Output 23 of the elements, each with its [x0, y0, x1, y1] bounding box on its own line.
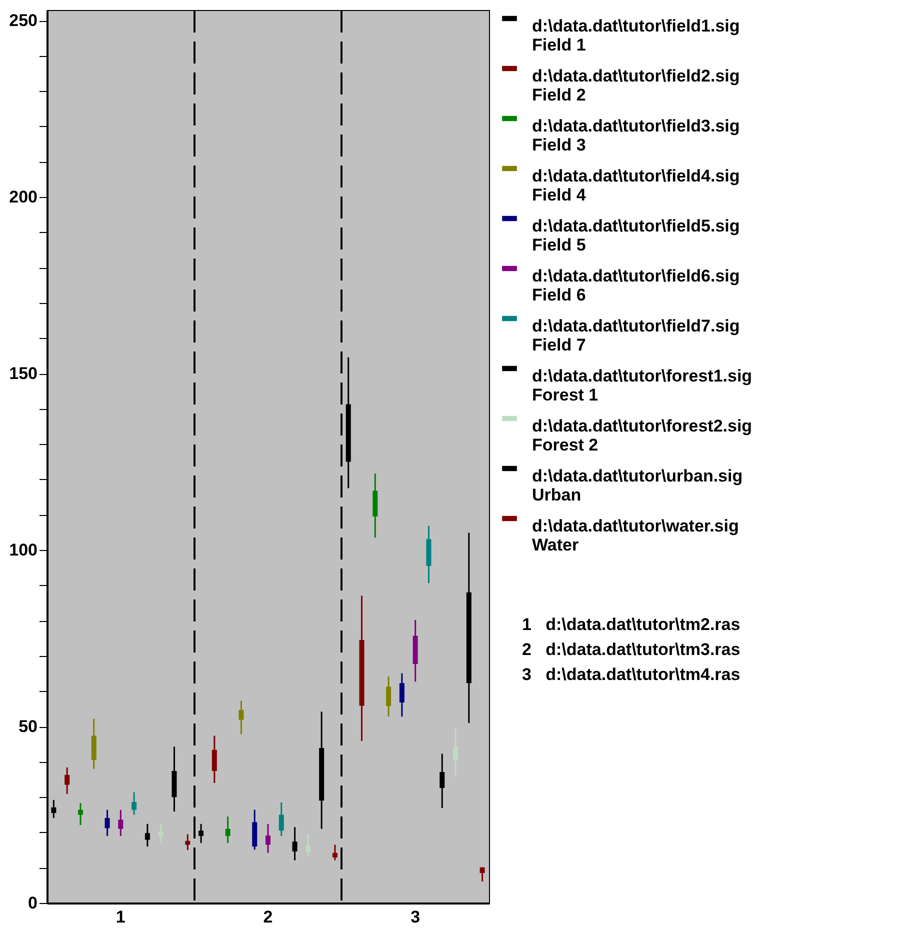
legend-label: d:\data.dat\tutor\field1.sig Field 1	[532, 16, 740, 54]
x-tick-label: 3	[410, 908, 420, 926]
x-tick-label: 1	[116, 908, 126, 926]
y-tick-label: 50	[18, 717, 38, 736]
legend-label: d:\data.dat\tutor\field6.sig Field 6	[532, 266, 740, 304]
legend-label: d:\data.dat\tutor\forest2.sig Forest 2	[532, 416, 752, 454]
legend-label: d:\data.dat\tutor\field2.sig Field 2	[532, 66, 740, 104]
y-tick-label: 150	[9, 364, 38, 384]
legend-label: d:\data.dat\tutor\forest1.sig Forest 1	[532, 366, 752, 404]
legend-label: d:\data.dat\tutor\field3.sig Field 3	[532, 116, 740, 154]
legend-label: d:\data.dat\tutor\field7.sig Field 7	[532, 316, 740, 354]
text: 2 d:\data.dat\tutor\tm3.ras	[522, 639, 740, 661]
y-tick-label: 100	[9, 540, 38, 560]
text: 3 d:\data.dat\tutor\tm4.ras	[522, 664, 740, 686]
y-tick-label: 200	[9, 188, 38, 207]
legend-label: d:\data.dat\tutor\field5.sig Field 5	[532, 216, 740, 254]
x-tick-label: 2	[263, 908, 273, 926]
y-tick-label: 0	[28, 894, 38, 912]
legend-label: d:\data.dat\tutor\urban.sig Urban	[532, 466, 743, 504]
text: 1 d:\data.dat\tutor\tm2.ras	[522, 614, 740, 636]
legend-label: d:\data.dat\tutor\water.sig Water	[532, 516, 739, 554]
y-tick-label: 250	[9, 11, 38, 30]
legend-label: d:\data.dat\tutor\field4.sig Field 4	[532, 166, 740, 204]
